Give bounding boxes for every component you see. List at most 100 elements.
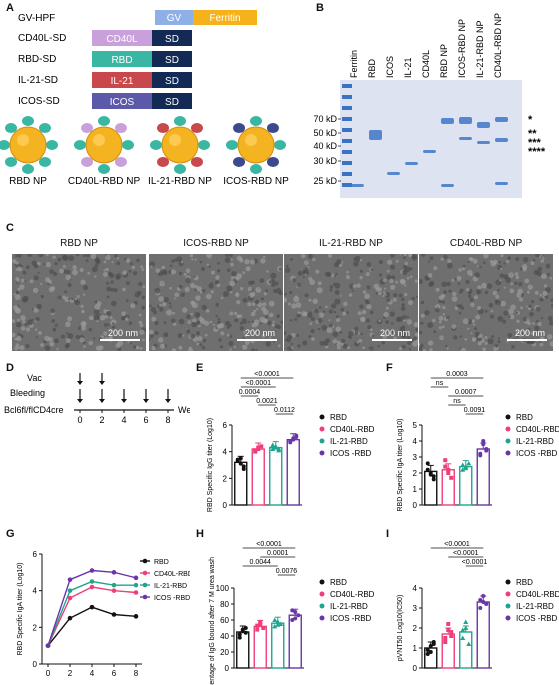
particle	[158, 296, 164, 302]
particle	[185, 268, 191, 273]
np-petal	[22, 164, 34, 174]
construct-segment	[92, 30, 152, 46]
particle	[535, 306, 541, 312]
particle	[277, 344, 281, 348]
gel-lane-label: RBD NP	[439, 44, 449, 78]
particle	[130, 303, 136, 309]
particle	[82, 321, 87, 326]
particle	[230, 258, 233, 261]
legend-label: IL-21-RBD	[154, 583, 187, 590]
particle	[317, 328, 321, 331]
particle	[461, 267, 466, 271]
particle	[406, 276, 410, 280]
particle	[357, 311, 362, 316]
particle	[51, 319, 55, 323]
particle	[500, 254, 504, 258]
particle	[471, 320, 475, 323]
particle	[49, 341, 55, 347]
particle	[354, 326, 359, 331]
particle	[16, 254, 22, 258]
particle	[413, 322, 418, 328]
particle	[108, 337, 111, 340]
construct-segment	[152, 30, 192, 46]
particle	[75, 335, 80, 339]
y-tick-label: 0	[33, 660, 38, 669]
particle	[547, 334, 553, 340]
particle	[429, 256, 434, 261]
particle	[386, 274, 392, 280]
chart-iga-kinetics: 0 2 4 6 0 2 4 6 8 RBD Specific IgA titer (Log10) R…	[17, 550, 190, 678]
bleed-arrow-head	[121, 399, 127, 403]
particle	[469, 297, 474, 302]
data-point	[272, 617, 278, 622]
data-point	[256, 445, 261, 450]
particle	[329, 285, 334, 289]
particle	[174, 292, 180, 298]
particle	[510, 304, 516, 310]
gel-lane-label: RBD	[367, 58, 377, 78]
comparison-p-value: <0.0001	[444, 541, 470, 548]
particle	[395, 316, 402, 322]
particle	[94, 300, 98, 304]
construct-diagram: GV-HPF GV Ferritin CD40L-SD CD40L SD RBD-SD RBD…	[0, 10, 289, 187]
particle	[390, 322, 394, 325]
particle	[226, 333, 230, 337]
particle	[35, 317, 40, 322]
particle	[438, 315, 444, 321]
gel-marker-label: 70 kD	[313, 114, 337, 124]
particle	[514, 281, 518, 285]
particle	[113, 288, 118, 293]
particle	[80, 279, 86, 285]
particle	[441, 293, 446, 298]
particle	[196, 320, 201, 325]
particle	[521, 332, 525, 336]
particle	[256, 308, 259, 311]
y-tick-label: 0	[223, 501, 228, 510]
legend-label: ICOS -RBD	[516, 449, 558, 458]
bleed-arrow-head	[143, 399, 149, 403]
micrograph-image: 200 nm	[149, 254, 283, 351]
particle	[171, 259, 175, 263]
construct-segment-label: RBD	[111, 55, 132, 66]
particle	[106, 286, 112, 292]
data-point	[466, 460, 472, 466]
particle	[110, 287, 115, 292]
particle	[477, 341, 482, 346]
particle	[159, 280, 166, 287]
particle	[141, 307, 145, 310]
particle	[527, 284, 533, 290]
particle	[539, 293, 543, 297]
data-point	[259, 444, 264, 449]
particle	[173, 297, 176, 300]
particle	[45, 261, 51, 268]
np-petal	[114, 123, 127, 134]
particle	[241, 318, 248, 324]
particle	[201, 346, 206, 350]
particle	[540, 316, 544, 320]
particle	[226, 325, 231, 329]
particle	[291, 303, 297, 309]
particle	[533, 269, 540, 275]
particle	[335, 317, 341, 323]
particle	[458, 311, 462, 315]
particle	[12, 332, 16, 338]
particle	[65, 274, 72, 281]
legend-marker	[319, 414, 325, 420]
particle	[551, 303, 553, 308]
particle	[67, 333, 74, 339]
chart-pvnt50: 0 1 2 3 4 pVNT50 Log10(IC50) <0.0001 <0.0001 <0.…	[397, 541, 559, 673]
particle	[302, 275, 305, 278]
legend-label: CD40L-RBD	[516, 590, 559, 599]
particle	[514, 272, 519, 276]
particle	[103, 260, 107, 264]
particle	[95, 258, 101, 263]
np-core	[237, 126, 275, 164]
particle	[477, 285, 482, 290]
particle	[160, 343, 166, 349]
particle	[373, 283, 380, 290]
np-petal	[190, 156, 203, 167]
particle	[368, 346, 374, 351]
particle	[515, 275, 520, 280]
legend-label: CD40L-RBD	[330, 590, 375, 599]
particle	[420, 301, 424, 305]
